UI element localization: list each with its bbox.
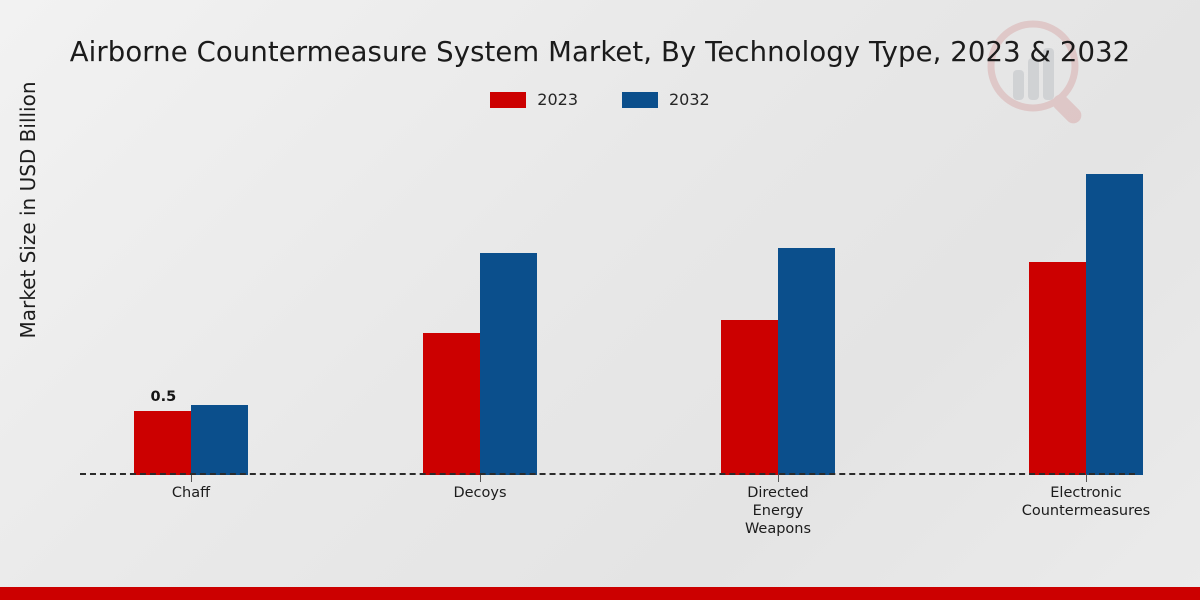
bar-2032-electronic-countermeasures[interactable]: [1086, 173, 1143, 475]
category-label-line: Energy: [752, 503, 804, 519]
legend-item-2023[interactable]: 2023: [490, 92, 578, 108]
category-label-line: Countermeasures: [1021, 503, 1151, 519]
legend-label-2023: 2023: [537, 90, 578, 109]
x-axis-tick: [191, 474, 192, 482]
x-axis-baseline: [80, 473, 1135, 475]
x-axis-tick: [1086, 474, 1087, 482]
bar-2032-chaff[interactable]: [191, 405, 248, 475]
category-label-line: Directed: [747, 485, 809, 501]
bar-2032-directed-energy-weapons[interactable]: [778, 248, 835, 475]
category-label-line: Chaff: [171, 485, 211, 501]
bar-groups: 0.5: [80, 140, 1143, 482]
bar-group: [1029, 140, 1143, 482]
bar-pair: [721, 140, 835, 475]
bar-2023-chaff[interactable]: [134, 410, 191, 475]
x-axis-category-label: Decoys: [385, 484, 575, 502]
bar-group: [721, 140, 835, 482]
chart-title: Airborne Countermeasure System Market, B…: [69, 36, 1131, 68]
category-label-line: Decoys: [453, 485, 507, 501]
x-axis-tick: [480, 474, 481, 482]
legend-swatch-2032-icon: [622, 92, 658, 108]
bar-2023-directed-energy-weapons[interactable]: [721, 320, 778, 475]
bar-2032-decoys[interactable]: [480, 253, 537, 475]
category-label-line: Electronic: [1050, 485, 1122, 501]
plot-area: 0.5: [80, 140, 1143, 482]
x-axis-category-label: Chaff: [96, 484, 286, 502]
x-axis-category-labels: Chaff Decoys Directed Energy Weapons Electron…: [80, 484, 1150, 554]
bar-pair: [134, 140, 248, 475]
y-axis-title: Market Size in USD Billion: [16, 81, 40, 339]
bar-2023-electronic-countermeasures[interactable]: [1029, 262, 1086, 475]
bar-pair: [423, 140, 537, 475]
bar-group: [134, 140, 248, 482]
chart-legend: 2023 2032: [0, 92, 1200, 108]
bar-2023-decoys[interactable]: [423, 333, 480, 475]
category-label-line: Weapons: [744, 521, 812, 537]
legend-swatch-2023-icon: [490, 92, 527, 108]
legend-label-2032: 2032: [669, 90, 710, 109]
x-axis-category-label: Electronic Countermeasures: [991, 484, 1181, 520]
legend-item-2032[interactable]: 2032: [622, 92, 710, 108]
watermark-logo-icon: [985, 18, 1093, 126]
x-axis-tick: [778, 474, 779, 482]
bar-pair: [1029, 140, 1143, 475]
bar-value-label: 0.5: [150, 388, 177, 405]
footer-accent-strip: [0, 587, 1200, 600]
bar-group: [423, 140, 537, 482]
x-axis-category-label: Directed Energy Weapons: [683, 484, 873, 538]
